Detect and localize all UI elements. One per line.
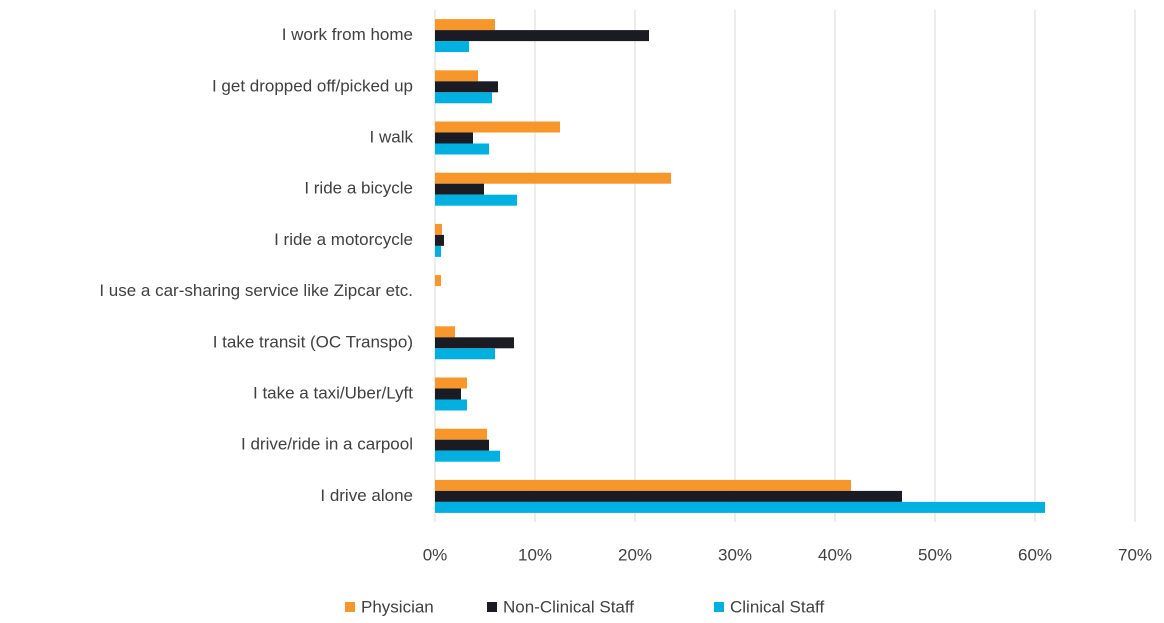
y-tick-label: I drive/ride in a carpool bbox=[241, 435, 413, 454]
bar bbox=[435, 439, 489, 451]
y-tick-label: I ride a bicycle bbox=[304, 179, 413, 198]
legend-label: Physician bbox=[361, 597, 434, 616]
legend-swatch bbox=[345, 602, 355, 612]
x-tick-label: 50% bbox=[918, 545, 952, 564]
y-tick-label: I ride a motorcycle bbox=[274, 230, 413, 249]
x-tick-label: 70% bbox=[1118, 545, 1152, 564]
bar bbox=[435, 399, 467, 411]
bar bbox=[435, 19, 495, 31]
y-tick-label: I work from home bbox=[282, 25, 413, 44]
x-tick-label: 40% bbox=[818, 545, 852, 564]
bar bbox=[435, 92, 492, 104]
bar bbox=[435, 172, 671, 184]
bar bbox=[435, 30, 649, 42]
legend-label: Non-Clinical Staff bbox=[503, 597, 634, 616]
y-tick-label: I walk bbox=[370, 127, 414, 146]
x-tick-label: 0% bbox=[423, 545, 448, 564]
x-tick-label: 30% bbox=[718, 545, 752, 564]
legend-swatch bbox=[487, 602, 497, 612]
legend-swatch bbox=[714, 602, 724, 612]
bar bbox=[435, 337, 514, 349]
bar bbox=[435, 275, 441, 287]
bar bbox=[435, 121, 560, 133]
y-tick-label: I get dropped off/picked up bbox=[212, 76, 413, 95]
bar bbox=[435, 490, 902, 502]
bar bbox=[435, 377, 467, 389]
x-tick-label: 10% bbox=[518, 545, 552, 564]
bar bbox=[435, 388, 461, 400]
bar bbox=[435, 132, 473, 144]
bar bbox=[435, 234, 444, 246]
bar bbox=[435, 194, 517, 206]
y-tick-label: I take a taxi/Uber/Lyft bbox=[253, 383, 413, 402]
bar bbox=[435, 143, 489, 155]
y-tick-label: I use a car-sharing service like Zipcar … bbox=[99, 281, 413, 300]
bar bbox=[435, 223, 442, 235]
bar bbox=[435, 450, 500, 462]
bar bbox=[435, 479, 851, 491]
y-tick-label: I drive alone bbox=[320, 486, 413, 505]
bar bbox=[435, 428, 487, 440]
bar bbox=[435, 70, 478, 82]
bar bbox=[435, 245, 441, 257]
bar bbox=[435, 326, 455, 338]
y-tick-label: I take transit (OC Transpo) bbox=[213, 332, 413, 351]
bar bbox=[435, 348, 495, 360]
bar bbox=[435, 501, 1045, 513]
bar bbox=[435, 41, 469, 53]
x-tick-label: 60% bbox=[1018, 545, 1052, 564]
bar bbox=[435, 81, 498, 93]
x-tick-label: 20% bbox=[618, 545, 652, 564]
legend-label: Clinical Staff bbox=[730, 597, 824, 616]
bar bbox=[435, 183, 484, 195]
